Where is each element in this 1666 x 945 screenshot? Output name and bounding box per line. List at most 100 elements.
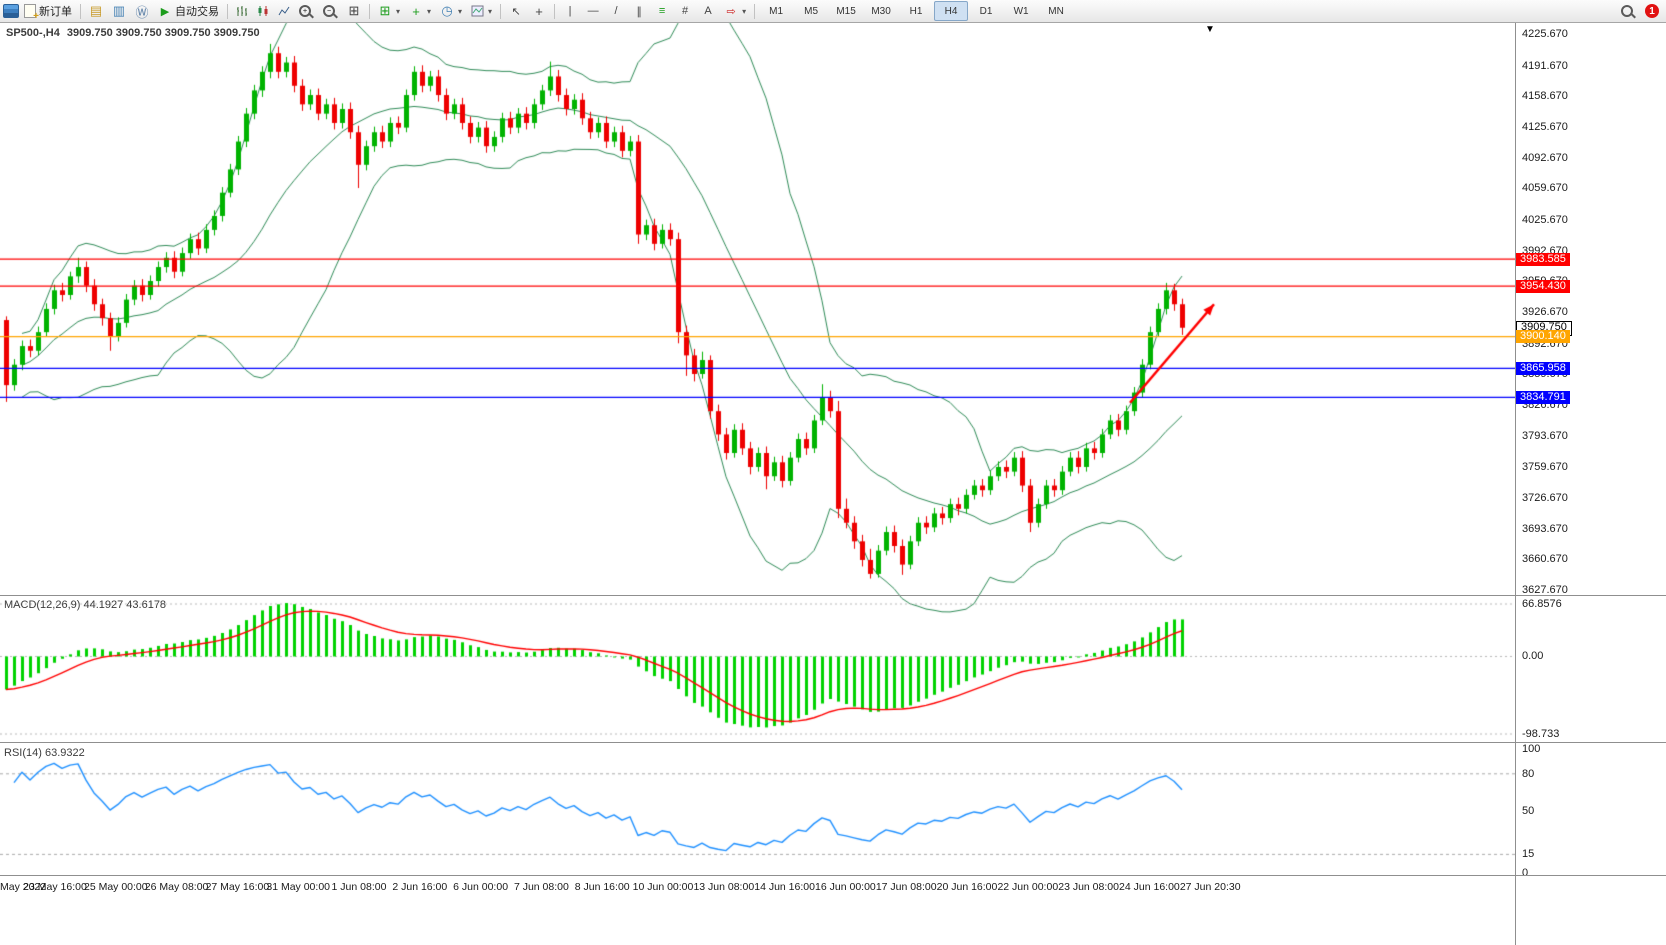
date-axis-label: 24 Jun 16:00 [1119,881,1180,893]
chart-canvas[interactable] [0,23,1515,945]
community-button[interactable]: Ⓦ [131,1,153,21]
new-order-button[interactable]: 新订单 [20,1,76,22]
price-axis-label: 3726.670 [1522,491,1568,504]
app-logo-icon [3,4,19,18]
price-axis-label: 4059.670 [1522,182,1568,195]
crosshair-button[interactable]: + [528,1,550,21]
search-button[interactable] [1617,1,1640,21]
tile-windows-icon: ⊞ [348,3,360,18]
price-axis-label: 4158.670 [1522,90,1568,103]
toolbar-separator [754,3,756,19]
timeframe-button-m15[interactable]: M15 [836,5,856,17]
rsi-axis-label: 0 [1522,867,1529,879]
chevron-down-icon: ▾ [396,6,401,16]
candlestick-icon [258,6,268,16]
timeframe-button-m5[interactable]: M5 [804,5,819,17]
price-scale[interactable]: 4225.670 4191.670 4158.670 4125.670 4092.670… [1515,23,1666,945]
rsi-axis-label: 15 [1522,848,1535,861]
hline-price-tag[interactable]: 3834.791 [1516,390,1570,404]
date-axis-label: 20 Jun 16:00 [936,881,998,893]
timeframe-button-h4[interactable]: H4 [934,1,969,21]
trendline-icon: / [614,5,618,17]
date-axis-label: 7 Jun 08:00 [513,881,569,893]
date-axis-label: 16 Jun 00:00 [815,881,876,893]
templates-button[interactable]: ▾ [467,1,496,21]
chart-shift-marker-icon[interactable]: ▼ [1205,24,1215,35]
channel-button[interactable]: ∥ [628,1,650,21]
date-axis-label: 6 Jun 00:00 [453,881,509,893]
macd-axis-label: -98.733 [1522,728,1560,740]
line-chart-button[interactable] [274,1,294,21]
text-button[interactable]: A [697,1,719,21]
timeframe-button-h1[interactable]: H1 [909,5,923,17]
timeframe-button-mn[interactable]: MN [1048,5,1064,17]
macd-axis-label: 66.8576 [1522,598,1562,610]
top-toolbar: 新订单 ▤ ▥ Ⓦ ▶ 自动交易 + − ⊞ ⊞▾ +▾ ◷▾ ▾ ↖ + | … [0,0,1666,23]
panel-separator[interactable] [0,595,1666,596]
timeframe-button-d1[interactable]: D1 [979,5,993,17]
data-window-button[interactable]: ▥ [108,1,130,21]
autotrading-play-icon: ▶ [160,5,170,18]
horizontal-line-button[interactable]: — [582,1,604,21]
panel-separator[interactable] [0,742,1666,743]
macd-indicator-label: MACD(12,26,9) 44.1927 43.6178 [4,599,167,611]
date-axis-label: 27 May 16:00 [205,881,270,893]
zoom-out-icon: − [323,5,335,17]
timeframe-button-w1[interactable]: W1 [1013,5,1029,17]
autotrading-button[interactable]: ▶ 自动交易 [154,1,223,21]
tile-windows-button[interactable]: ⊞ [343,1,365,21]
hline-price-tag[interactable]: 3954.430 [1516,279,1570,293]
zoom-in-button[interactable]: + [295,1,318,21]
chevron-down-icon: ▾ [742,6,747,16]
chart-title: SP500-,H4 3909.750 3909.750 3909.750 390… [6,27,264,39]
indicators-plus-icon: + [412,3,420,19]
trendline-button[interactable]: / [605,1,627,21]
channel-icon: ∥ [636,5,642,18]
hline-price-tag[interactable]: 3983.585 [1516,252,1570,266]
market-watch-icon: ▤ [89,3,103,18]
chevron-down-icon: ▾ [458,6,463,16]
chevron-down-icon: ▾ [488,6,493,16]
rsi-axis-label: 50 [1522,805,1535,817]
bar-chart-icon [237,6,247,16]
date-axis-label: 1 Jun 08:00 [331,881,387,893]
timeframe-button-m30[interactable]: M30 [871,5,891,17]
line-chart-icon [278,6,290,16]
fibonacci-button[interactable]: ≡ [651,1,673,21]
periods-button[interactable]: ◷ ▾ [436,1,466,21]
new-chart-icon: ⊞ [379,3,391,18]
toolbar-separator [500,3,502,19]
date-axis-label: 10 Jun 00:00 [632,881,694,893]
rsi-axis-label: 80 [1522,767,1535,780]
price-axis-label: 4092.670 [1522,151,1568,164]
time-scale[interactable]: May 2022 23 May 16:00 25 May 00:00 26 May 0… [0,879,1515,895]
zoom-out-button[interactable]: − [319,1,342,21]
new-order-label: 新订单 [39,6,72,18]
andrews-button[interactable]: # [674,1,696,21]
rsi-axis-label: 100 [1522,743,1541,755]
community-icon: Ⓦ [135,4,149,20]
date-axis-label: 26 May 08:00 [144,881,209,893]
price-axis-label: 3759.670 [1522,461,1568,474]
cursor-button[interactable]: ↖ [505,1,527,21]
market-watch-button[interactable]: ▤ [85,1,107,21]
timeframe-button-m1[interactable]: M1 [769,5,784,17]
notification-badge[interactable]: 1 [1645,4,1659,18]
date-axis-label: 17 Jun 08:00 [875,881,937,893]
arrows-button[interactable]: ⇨ ▾ [720,1,750,21]
date-axis-label: 8 Jun 16:00 [574,881,630,893]
price-axis-label: 4225.670 [1522,28,1568,40]
date-axis-label: 2 Jun 16:00 [392,881,448,893]
new-chart-button[interactable]: ⊞ ▾ [374,1,404,21]
chart-symbol: SP500-,H4 [6,27,60,39]
zoom-in-icon: + [299,5,311,17]
indicators-button[interactable]: + ▾ [405,1,435,21]
panel-separator[interactable] [0,875,1666,876]
vertical-line-button[interactable]: | [559,1,581,21]
price-axis-label: 3660.670 [1522,553,1568,566]
arrows-tool-icon: ⇨ [726,5,736,18]
hline-price-tag[interactable]: 3900.140 [1516,330,1570,344]
bar-chart-button[interactable] [232,1,252,21]
hline-price-tag[interactable]: 3865.958 [1516,361,1570,375]
candlestick-button[interactable] [253,1,273,21]
